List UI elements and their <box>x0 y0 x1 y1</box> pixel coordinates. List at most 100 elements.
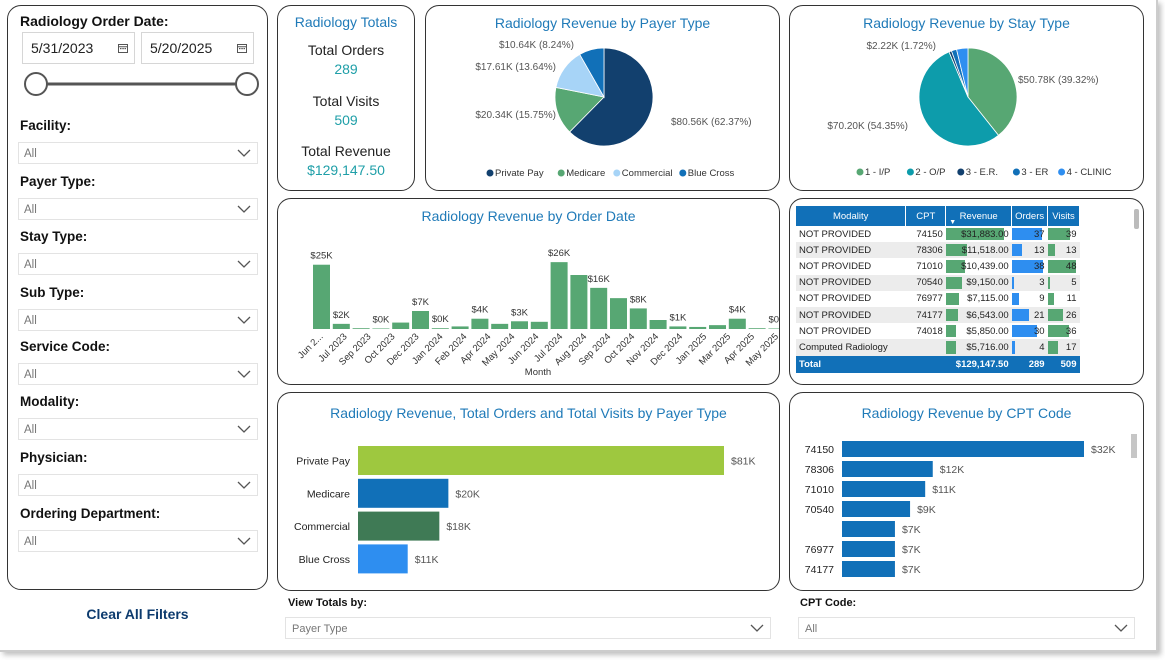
bar-data-label: $12K <box>940 464 965 476</box>
bar[interactable] <box>842 481 926 497</box>
bar[interactable] <box>313 264 330 329</box>
bar[interactable] <box>590 287 608 329</box>
filter-dropdown[interactable]: All <box>18 363 258 385</box>
legend-item[interactable]: 2 - O/P <box>915 167 945 178</box>
legend-item[interactable]: 3 - ER <box>1021 167 1048 178</box>
bar[interactable] <box>842 461 933 477</box>
bar[interactable] <box>689 326 707 329</box>
bar[interactable] <box>530 321 548 329</box>
filter-dropdown[interactable]: All <box>18 142 258 164</box>
legend-item[interactable]: Commercial <box>622 168 673 179</box>
pie-slice[interactable] <box>554 86 605 133</box>
end-date-input[interactable]: 5/20/2025 <box>141 32 254 64</box>
date-range-slider[interactable] <box>22 70 262 98</box>
col-orders[interactable]: Orders <box>1011 206 1049 226</box>
bar[interactable] <box>629 308 647 329</box>
bar[interactable] <box>358 511 440 541</box>
start-date-input[interactable]: 5/31/2023 <box>22 32 135 64</box>
slider-end-handle[interactable] <box>235 72 259 96</box>
filter-label: Ordering Department: <box>20 506 161 521</box>
pie-slice[interactable] <box>918 51 1000 147</box>
table-row[interactable]: NOT PROVIDED 71010 $10,439.00 38 48 <box>796 258 1080 274</box>
cell-text: NOT PROVIDED <box>799 277 872 289</box>
bar[interactable] <box>332 323 350 329</box>
table-row[interactable]: Computed Radiology $5,716.00 4 17 <box>796 339 1080 356</box>
order-date-chart: $25K$2K $0K$7K$0K$4K $3K$26K$16K$8K$1K$4K$… <box>296 248 780 378</box>
bar[interactable] <box>352 328 370 329</box>
bar[interactable] <box>768 328 780 329</box>
bar[interactable] <box>491 323 509 329</box>
calendar-icon[interactable] <box>118 43 128 53</box>
table-row[interactable]: NOT PROVIDED 70540 $9,150.00 3 5 <box>796 274 1080 291</box>
table-row[interactable]: NOT PROVIDED 74150 $31,883.00 37 39 <box>796 226 1080 242</box>
pie-slice[interactable] <box>967 47 1018 136</box>
table-cell: 13 <box>1011 242 1048 259</box>
bar[interactable] <box>358 544 408 574</box>
table-row[interactable]: NOT PROVIDED 74018 $5,850.00 30 36 <box>796 323 1080 339</box>
bar-data-label: $2K <box>333 310 351 321</box>
bar[interactable] <box>451 326 469 329</box>
filter-dropdown[interactable]: All <box>18 198 258 220</box>
filter-dropdown[interactable]: All <box>18 530 258 552</box>
filter-dropdown[interactable]: All <box>18 418 258 440</box>
legend-item[interactable]: 3 - E.R. <box>966 167 998 178</box>
bar[interactable] <box>372 328 390 329</box>
legend-item[interactable]: 1 - I/P <box>865 167 890 178</box>
table-cell: 21 <box>1011 306 1048 324</box>
table-cell: 17 <box>1047 339 1080 356</box>
bar[interactable] <box>842 501 911 517</box>
pie-slice[interactable] <box>579 47 605 99</box>
calendar-icon[interactable] <box>237 43 247 53</box>
category-label: 74150 <box>805 444 834 456</box>
cell-text: $10,439.00 <box>961 260 1009 272</box>
table-row[interactable]: NOT PROVIDED 78306 $11,518.00 13 13 <box>796 242 1080 259</box>
data-bar <box>1011 260 1044 273</box>
table-row[interactable]: NOT PROVIDED 74177 $6,543.00 21 26 <box>796 306 1080 324</box>
cell-text: $9,150.00 <box>966 277 1009 289</box>
pie-slice[interactable] <box>569 47 654 147</box>
clear-filters-button[interactable]: Clear All Filters <box>86 606 189 622</box>
bar[interactable] <box>842 561 895 577</box>
table-row[interactable]: NOT PROVIDED 76977 $7,115.00 9 11 <box>796 291 1080 307</box>
bar[interactable] <box>728 318 746 329</box>
filter-dropdown[interactable]: All <box>18 253 258 275</box>
slider-start-handle[interactable] <box>24 72 48 96</box>
bar[interactable] <box>842 541 895 557</box>
bar[interactable] <box>709 325 726 329</box>
bar[interactable] <box>358 446 724 475</box>
bar[interactable] <box>471 318 489 329</box>
bar[interactable] <box>649 320 667 329</box>
legend-item[interactable]: Medicare <box>566 168 605 179</box>
cell-text: 78306 <box>916 244 943 256</box>
filter-dropdown[interactable]: All <box>18 474 258 496</box>
bar[interactable] <box>550 262 568 329</box>
bar[interactable] <box>610 298 627 329</box>
bar[interactable] <box>511 321 528 329</box>
pie-slice[interactable] <box>956 47 969 98</box>
bar[interactable] <box>570 275 588 329</box>
bar[interactable] <box>431 328 449 329</box>
bar[interactable] <box>412 311 429 329</box>
bar[interactable] <box>669 326 687 329</box>
legend-item[interactable]: 4 - CLINIC <box>1067 167 1112 178</box>
cell-text: $11,518.00 <box>961 244 1009 256</box>
bar[interactable] <box>748 328 766 329</box>
cpt-filter-dropdown[interactable]: All <box>798 617 1135 639</box>
col-revenue[interactable]: Revenue ▼ <box>945 206 1013 226</box>
legend-item[interactable]: Blue Cross <box>688 168 735 179</box>
totals-card: Radiology Totals Total Orders 289 Total … <box>277 5 415 191</box>
bar[interactable] <box>358 478 449 508</box>
col-modality[interactable]: Modality <box>796 206 907 226</box>
col-cpt[interactable]: CPT <box>905 206 947 226</box>
filter-dropdown[interactable]: All <box>18 309 258 331</box>
bar[interactable] <box>842 521 895 537</box>
cell-text: $6,543.00 <box>966 309 1009 321</box>
col-visits[interactable]: Visits <box>1047 206 1080 226</box>
legend-item[interactable]: Private Pay <box>495 168 544 179</box>
chart-scrollbar[interactable] <box>1131 434 1137 458</box>
bar[interactable] <box>842 441 1084 457</box>
bar[interactable] <box>392 322 410 329</box>
cell-text: 39 <box>1065 228 1077 240</box>
view-totals-dropdown[interactable]: Payer Type <box>285 617 771 639</box>
table-scrollbar[interactable] <box>1134 209 1139 229</box>
